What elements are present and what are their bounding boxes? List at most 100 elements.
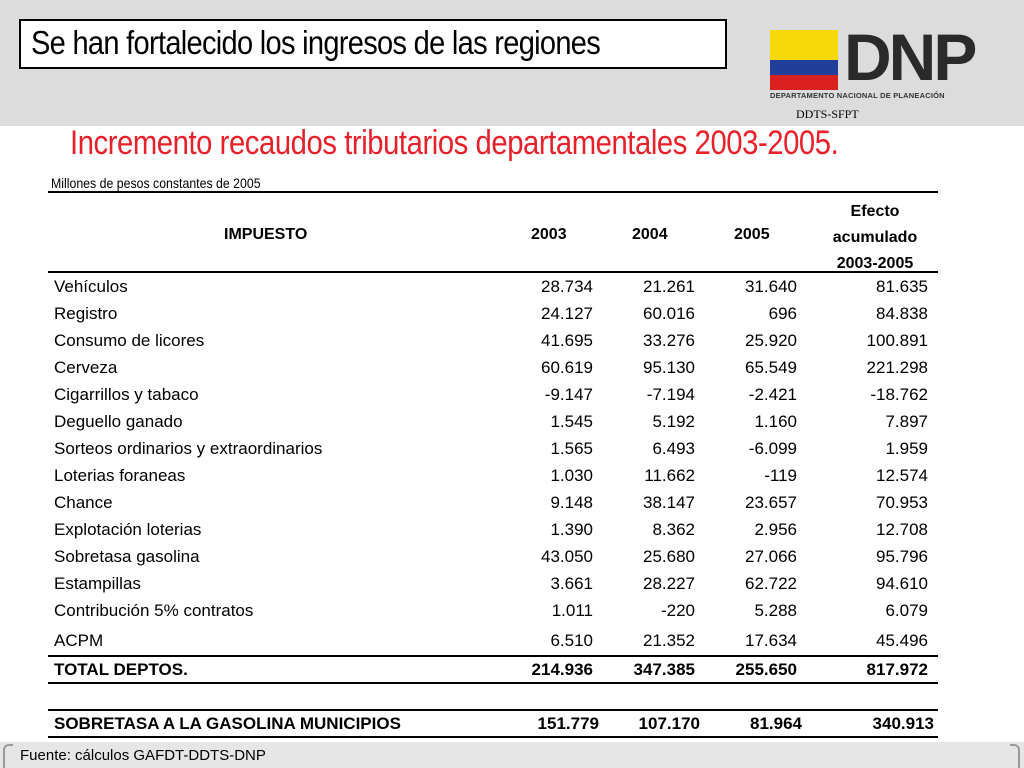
cell-efecto: 7.897: [885, 412, 928, 431]
cell-name: SOBRETASA A LA GASOLINA MUNICIPIOS: [54, 714, 401, 733]
cell-2003: 28.734: [541, 277, 593, 296]
cell-2003: 24.127: [541, 304, 593, 323]
cell-name: Cigarrillos y tabaco: [54, 385, 199, 404]
table-row: Consumo de licores 41.695 33.276 25.920 100.…: [48, 328, 938, 355]
table-row-municipios: SOBRETASA A LA GASOLINA MUNICIPIOS 151.7…: [48, 711, 938, 738]
cell-name: Vehículos: [54, 277, 128, 296]
cell-efecto: 84.838: [876, 304, 928, 323]
table-row: Chance 9.148 38.147 23.657 70.953: [48, 490, 938, 517]
cell-2003: 1.030: [550, 466, 593, 485]
cell-efecto: 45.496: [876, 631, 928, 650]
cell-2005: 255.650: [735, 660, 797, 679]
table-row: ACPM 6.510 21.352 17.634 45.496: [48, 628, 938, 655]
footer-bar: [0, 742, 1024, 768]
cell-2003: -9.147: [544, 385, 593, 404]
dnp-logo: DNP DEPARTAMENTO NACIONAL DE PLANEACIÓN: [768, 22, 1014, 120]
table-top-rule: [48, 191, 938, 193]
cell-efecto: 12.708: [876, 520, 928, 539]
header-2003: 2003: [531, 226, 567, 243]
cell-2005: 25.920: [745, 331, 797, 350]
cell-2004: 107.170: [638, 714, 700, 733]
cell-2004: 21.352: [643, 631, 695, 650]
cell-efecto: 70.953: [876, 493, 928, 512]
cell-2003: 3.661: [550, 574, 593, 593]
cell-name: Explotación loterias: [54, 520, 202, 539]
header-efecto-line3: 2003-2005: [836, 255, 914, 272]
cell-2004: 60.016: [643, 304, 695, 323]
cell-2003: 6.510: [550, 631, 593, 650]
cell-2004: 347.385: [633, 660, 695, 679]
slide-title-box: Se han fortalecido los ingresos de las r…: [19, 19, 727, 69]
cell-2004: 38.147: [643, 493, 695, 512]
table-row: Cigarrillos y tabaco -9.147 -7.194 -2.421 -1…: [48, 382, 938, 409]
cell-efecto: -18.762: [870, 385, 928, 404]
cell-2003: 151.779: [537, 714, 599, 733]
header-impuesto: IMPUESTO: [224, 226, 308, 243]
cell-2003: 60.619: [541, 358, 593, 377]
cell-efecto: 94.610: [876, 574, 928, 593]
cell-2005: 17.634: [745, 631, 797, 650]
cell-efecto: 1.959: [885, 439, 928, 458]
cell-2004: 25.680: [643, 547, 695, 566]
header-efecto-line2: acumulado: [832, 229, 918, 246]
cell-2005: 31.640: [745, 277, 797, 296]
cell-2005: -6.099: [748, 439, 797, 458]
cell-name: Registro: [54, 304, 118, 323]
header-2005: 2005: [734, 226, 770, 243]
logo-subtitle: DEPARTAMENTO NACIONAL DE PLANEACIÓN: [770, 91, 945, 100]
cell-2005: 1.160: [754, 412, 797, 431]
colombia-flag-icon: [770, 30, 838, 90]
cell-2004: 28.227: [643, 574, 695, 593]
cell-efecto: 221.298: [866, 358, 928, 377]
table-row: Sobretasa gasolina 43.050 25.680 27.066 95.7…: [48, 544, 938, 571]
table-row: Deguello ganado 1.545 5.192 1.160 7.897: [48, 409, 938, 436]
cell-2003: 9.148: [550, 493, 593, 512]
table-row: Cerveza 60.619 95.130 65.549 221.298: [48, 355, 938, 382]
cell-2003: 1.565: [550, 439, 593, 458]
cell-name: Sorteos ordinarios y extraordinarios: [54, 439, 323, 458]
cell-name: Consumo de licores: [54, 331, 205, 350]
cell-2005: 2.956: [754, 520, 797, 539]
total-bottom-rule: [48, 682, 938, 684]
cell-name: Deguello ganado: [54, 412, 183, 431]
cell-2004: 6.493: [652, 439, 695, 458]
table-row: Contribución 5% contratos 1.011 -220 5.288 6…: [48, 598, 938, 625]
cell-2005: 696: [768, 304, 797, 323]
logo-text: DNP: [844, 20, 977, 94]
header-2004: 2004: [632, 226, 668, 243]
cell-2005: 5.288: [754, 601, 797, 620]
cell-name: Sobretasa gasolina: [54, 547, 200, 566]
table-row: Sorteos ordinarios y extraordinarios 1.56…: [48, 436, 938, 463]
cell-2004: 95.130: [643, 358, 695, 377]
cell-2005: 62.722: [745, 574, 797, 593]
cell-2004: 5.192: [652, 412, 695, 431]
cell-efecto: 6.079: [885, 601, 928, 620]
cell-2005: 27.066: [745, 547, 797, 566]
cell-name: Estampillas: [54, 574, 141, 593]
cell-2004: -7.194: [646, 385, 695, 404]
cell-efecto: 817.972: [866, 660, 928, 679]
cell-name: TOTAL DEPTOS.: [54, 660, 188, 679]
cell-2004: 33.276: [643, 331, 695, 350]
cell-efecto: 340.913: [872, 714, 934, 733]
cell-2004: 11.662: [644, 466, 695, 485]
cell-name: Loterias foraneas: [54, 466, 186, 485]
cell-2003: 214.936: [531, 660, 593, 679]
table-row: Explotación loterias 1.390 8.362 2.956 12.70…: [48, 517, 938, 544]
cell-name: Contribución 5% contratos: [54, 601, 254, 620]
cell-2004: -220: [660, 601, 695, 620]
cell-2004: 21.261: [643, 277, 695, 296]
cell-2003: 1.011: [551, 601, 593, 620]
table-row: Vehículos 28.734 21.261 31.640 81.635: [48, 274, 938, 301]
unit-code: DDTS-SFPT: [796, 107, 859, 121]
cell-2005: 65.549: [745, 358, 797, 377]
cell-2003: 1.390: [550, 520, 593, 539]
cell-2003: 41.695: [541, 331, 593, 350]
source-note: Fuente: cálculos GAFDT-DDTS-DNP: [20, 747, 266, 764]
cell-2003: 1.545: [550, 412, 593, 431]
cell-2005: 23.657: [745, 493, 797, 512]
header-efecto-line1: Efecto: [850, 203, 900, 220]
cell-2005: 81.964: [750, 714, 802, 733]
table-row-total: TOTAL DEPTOS. 214.936 347.385 255.650 81…: [48, 657, 938, 684]
cell-2003: 43.050: [541, 547, 593, 566]
